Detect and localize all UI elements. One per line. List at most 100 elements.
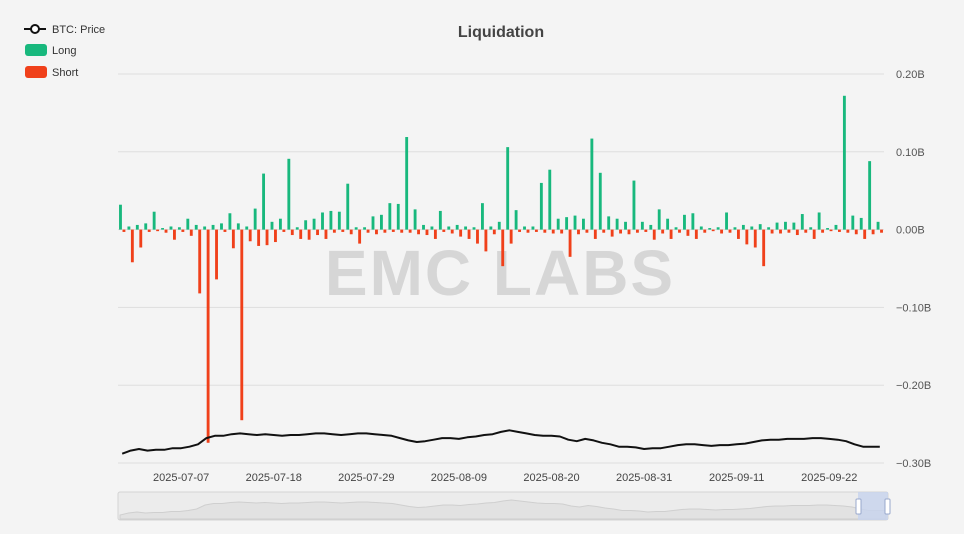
bar-short[interactable]	[442, 229, 446, 232]
bar-long[interactable]	[598, 172, 602, 230]
bar-long[interactable]	[573, 215, 577, 230]
bar-short[interactable]	[736, 229, 740, 239]
bar-short[interactable]	[181, 229, 185, 232]
bar-short[interactable]	[652, 229, 656, 240]
bar-long[interactable]	[582, 218, 585, 230]
bar-long[interactable]	[876, 221, 880, 230]
bar-long[interactable]	[379, 214, 383, 230]
bar-long[interactable]	[716, 227, 720, 230]
bar-short[interactable]	[450, 229, 454, 234]
zoom-slider-selection[interactable]	[858, 492, 888, 520]
bar-short[interactable]	[610, 229, 614, 237]
bar-long[interactable]	[497, 221, 501, 230]
bar-short[interactable]	[518, 229, 521, 232]
bar-short[interactable]	[711, 229, 715, 232]
bar-short[interactable]	[391, 229, 395, 232]
bar-short[interactable]	[189, 229, 193, 236]
bar-short[interactable]	[593, 229, 597, 239]
bar-short[interactable]	[383, 229, 387, 233]
bar-short[interactable]	[585, 229, 589, 233]
bar-long[interactable]	[531, 226, 535, 230]
zoom-slider[interactable]	[117, 491, 891, 521]
bar-long[interactable]	[632, 180, 636, 230]
bar-long[interactable]	[135, 224, 139, 230]
bar-long[interactable]	[321, 212, 324, 230]
bar-long[interactable]	[615, 218, 619, 230]
bar-short[interactable]	[787, 229, 791, 233]
bar-long[interactable]	[455, 224, 459, 230]
bar-short[interactable]	[366, 229, 370, 233]
bar-long[interactable]	[565, 217, 569, 230]
bar-long[interactable]	[152, 211, 156, 230]
bar-long[interactable]	[640, 221, 644, 230]
bar-short[interactable]	[307, 229, 311, 240]
bar-short[interactable]	[669, 229, 673, 239]
bar-long[interactable]	[220, 223, 223, 230]
bar-long[interactable]	[127, 226, 131, 230]
bar-short[interactable]	[838, 229, 841, 232]
bar-long[interactable]	[304, 220, 308, 230]
legend-item-long[interactable]: Long	[25, 44, 76, 57]
bar-long[interactable]	[590, 138, 594, 230]
bar-short[interactable]	[602, 229, 606, 233]
bar-long[interactable]	[287, 158, 291, 230]
bar-long[interactable]	[253, 208, 257, 230]
bar-long[interactable]	[161, 228, 164, 230]
bar-short[interactable]	[644, 229, 648, 232]
bar-long[interactable]	[809, 227, 813, 230]
bar-short[interactable]	[694, 229, 698, 239]
bar-long[interactable]	[413, 209, 417, 230]
bar-short[interactable]	[274, 229, 277, 243]
bar-long[interactable]	[270, 221, 274, 230]
bar-long[interactable]	[464, 226, 468, 230]
bar-short[interactable]	[863, 229, 867, 239]
bar-long[interactable]	[447, 226, 451, 230]
bar-short[interactable]	[551, 229, 555, 234]
bar-long[interactable]	[169, 226, 173, 230]
zoom-slider-handle-right[interactable]	[884, 498, 891, 515]
bar-short[interactable]	[779, 229, 782, 234]
bar-short[interactable]	[156, 229, 160, 232]
bar-long[interactable]	[203, 226, 207, 230]
bar-long[interactable]	[741, 224, 745, 230]
bar-long[interactable]	[666, 218, 670, 230]
bar-short[interactable]	[661, 229, 665, 234]
bar-short[interactable]	[846, 229, 850, 233]
bar-long[interactable]	[817, 212, 821, 230]
bar-short[interactable]	[762, 229, 766, 267]
bar-short[interactable]	[198, 229, 202, 294]
bar-short[interactable]	[375, 229, 378, 235]
bar-short[interactable]	[265, 229, 269, 246]
bar-long[interactable]	[346, 183, 350, 230]
bar-short[interactable]	[543, 229, 547, 233]
bar-long[interactable]	[792, 222, 796, 230]
bar-short[interactable]	[560, 229, 564, 234]
bar-long[interactable]	[767, 227, 771, 230]
bar-short[interactable]	[492, 229, 496, 235]
bar-long[interactable]	[523, 226, 526, 230]
bar-short[interactable]	[164, 229, 168, 233]
bar-short[interactable]	[745, 229, 749, 245]
bar-short[interactable]	[568, 229, 572, 257]
bar-long[interactable]	[699, 226, 703, 230]
bar-long[interactable]	[262, 173, 266, 230]
bar-long[interactable]	[119, 204, 122, 230]
bar-short[interactable]	[248, 229, 252, 242]
bar-short[interactable]	[577, 229, 580, 235]
bar-long[interactable]	[422, 224, 425, 230]
bar-long[interactable]	[859, 217, 863, 230]
bar-long[interactable]	[236, 223, 240, 230]
bar-long[interactable]	[775, 222, 779, 230]
bar-long[interactable]	[548, 169, 552, 230]
bar-short[interactable]	[358, 229, 362, 244]
bar-short[interactable]	[619, 229, 623, 234]
bar-short[interactable]	[130, 229, 134, 263]
bar-short[interactable]	[484, 229, 488, 252]
bar-short[interactable]	[812, 229, 816, 239]
bar-short[interactable]	[627, 229, 631, 235]
bar-long[interactable]	[177, 227, 181, 230]
bar-short[interactable]	[290, 229, 294, 236]
bar-short[interactable]	[215, 229, 218, 280]
bar-long[interactable]	[396, 203, 400, 230]
bar-long[interactable]	[514, 210, 518, 230]
